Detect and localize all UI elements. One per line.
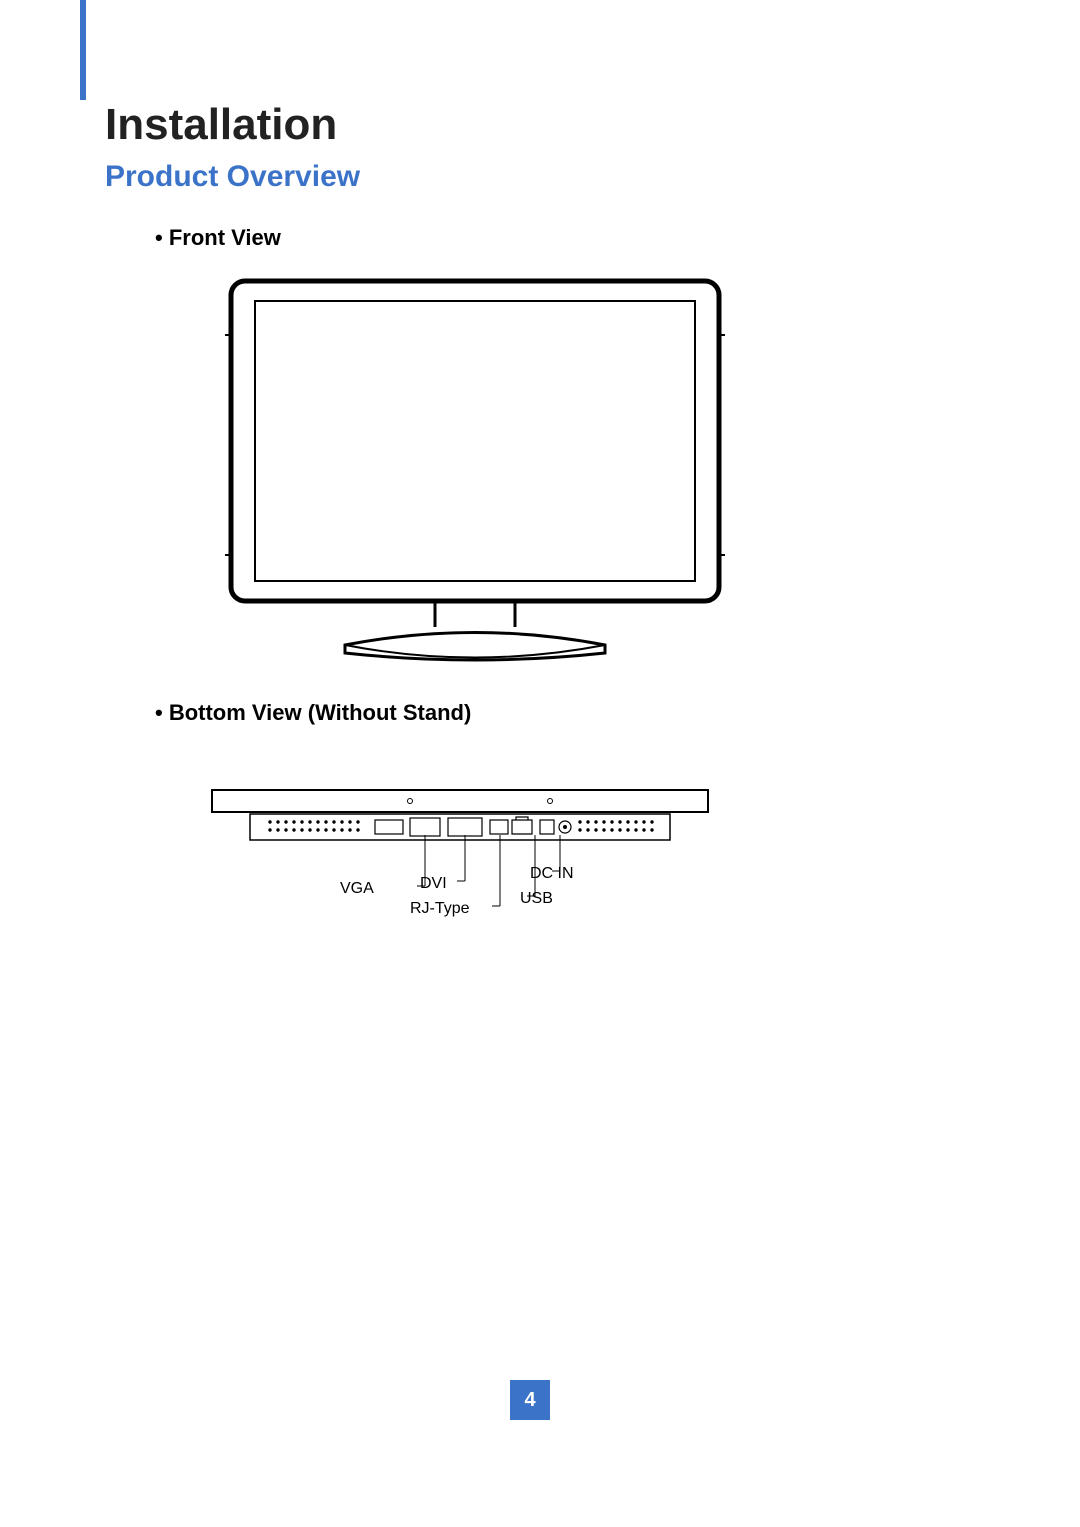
manual-page: Installation Product Overview • Front Vi… (0, 0, 1080, 1527)
heading-bottom-view: • Bottom View (Without Stand) (155, 700, 471, 726)
front-view-diagram (225, 275, 725, 680)
label-usb: USB (520, 890, 553, 908)
label-vga: VGA (340, 880, 374, 898)
heading-front-view: • Front View (155, 225, 281, 251)
monitor-front-svg (225, 275, 725, 675)
label-dvi: DVI (420, 875, 447, 893)
page-number: 4 (510, 1380, 550, 1420)
label-rjtype: RJ-Type (410, 900, 470, 918)
side-accent-rule (80, 0, 86, 100)
label-dcin: DC IN (530, 865, 574, 883)
heading-installation: Installation (105, 100, 337, 150)
heading-product-overview: Product Overview (105, 160, 360, 194)
bottom-view-diagram: VGA DVI RJ-Type USB DC IN (210, 770, 710, 935)
